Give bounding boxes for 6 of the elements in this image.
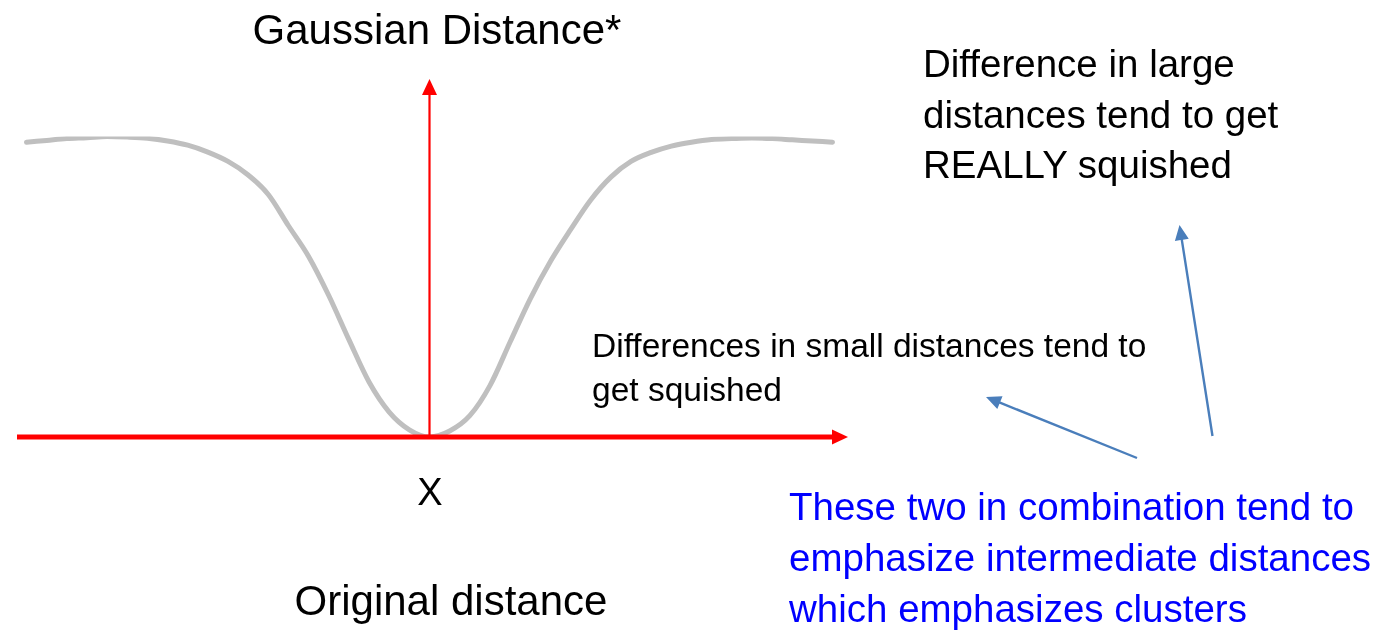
text: These two in combination tend to emphasize intermediate distances which emphasizes clusters	[788, 485, 1372, 630]
x-axis-title: Original distance	[294, 577, 608, 624]
text: X	[417, 471, 443, 513]
text: Difference in large distances tend to get REALLY squished	[923, 42, 1279, 187]
y-axis-title: Gaussian Distance*	[252, 6, 622, 53]
annotation: Differences in small distances tend to get squished	[592, 327, 1147, 408]
